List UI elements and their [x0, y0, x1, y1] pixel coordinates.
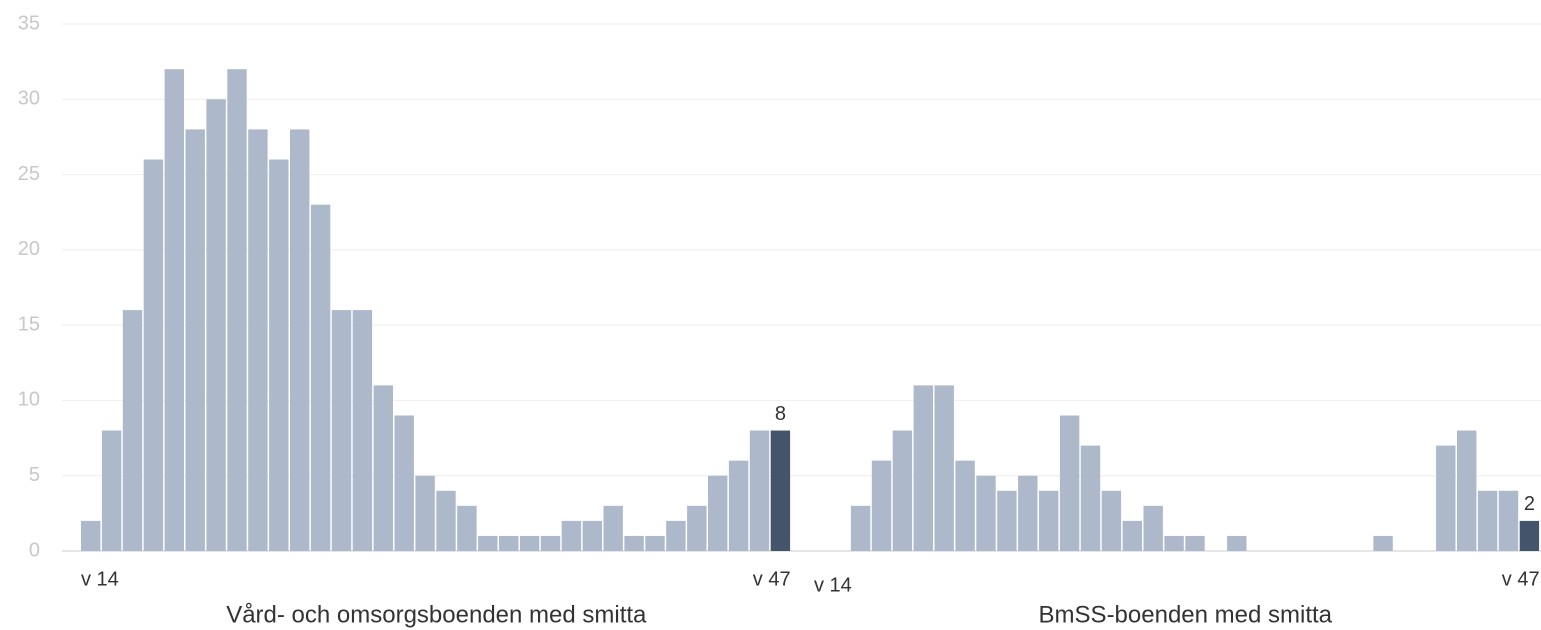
bar [687, 505, 707, 551]
x-tick-label: v 14 [81, 568, 119, 590]
bar [892, 430, 913, 551]
bar [1080, 445, 1101, 551]
bar [269, 159, 289, 551]
bar [1059, 415, 1080, 551]
bar [708, 475, 728, 551]
bar [81, 520, 101, 551]
bar [955, 460, 975, 551]
x-axis-title: Vård- och omsorgsboenden med smitta [226, 601, 647, 628]
bar [1227, 535, 1247, 551]
bar [645, 535, 665, 551]
data-label: 2 [1524, 493, 1535, 515]
bar [770, 430, 791, 551]
bar [603, 505, 623, 551]
bar [1185, 535, 1205, 551]
bar [728, 460, 749, 551]
bar [540, 535, 561, 551]
bar [749, 430, 770, 551]
bar [1122, 520, 1142, 551]
bar [143, 159, 164, 551]
x-tick-label: v 14 [814, 574, 852, 596]
bar [1143, 505, 1163, 551]
bar [934, 385, 954, 551]
bar [582, 520, 602, 551]
bar [519, 535, 540, 551]
bar [997, 490, 1017, 551]
x-tick-label: v 47 [753, 568, 791, 590]
bar [436, 490, 456, 551]
y-tick-label: 30 [18, 88, 40, 110]
bar [1373, 535, 1393, 551]
bar [871, 460, 892, 551]
y-tick-label: 15 [18, 313, 40, 335]
bar [290, 129, 310, 551]
y-tick-label: 20 [18, 238, 40, 260]
bar [206, 99, 226, 552]
bar [1498, 490, 1519, 551]
bar [1457, 430, 1477, 551]
bar [373, 385, 393, 551]
bar [310, 204, 331, 551]
bar [1519, 520, 1540, 551]
bar [1018, 475, 1038, 551]
bar [561, 520, 582, 551]
bar [976, 475, 996, 551]
bar [394, 415, 414, 551]
y-tick-label: 0 [29, 539, 40, 561]
bar [122, 310, 143, 551]
bar [850, 505, 871, 551]
y-tick-label: 35 [18, 12, 40, 34]
bar [331, 310, 352, 551]
y-tick-label: 5 [29, 464, 40, 486]
bar [1436, 445, 1456, 551]
y-tick-label: 25 [18, 163, 40, 185]
data-label: 8 [775, 403, 786, 425]
bar [1101, 490, 1122, 551]
bar [164, 69, 184, 552]
x-axis-title: BmSS-boenden med smitta [1039, 601, 1333, 628]
bar [185, 129, 205, 551]
bar [499, 535, 519, 551]
bar [415, 475, 435, 551]
bar [913, 385, 933, 551]
bar [1164, 535, 1184, 551]
bar [666, 520, 686, 551]
bar [624, 535, 644, 551]
bar [478, 535, 498, 551]
y-tick-label: 10 [18, 389, 40, 411]
bar [352, 310, 373, 551]
x-tick-label: v 47 [1502, 568, 1540, 590]
bar [227, 69, 247, 552]
bar [1477, 490, 1498, 551]
bar [457, 505, 477, 551]
bar [101, 430, 122, 551]
bar [1039, 490, 1059, 551]
bar [248, 129, 268, 551]
